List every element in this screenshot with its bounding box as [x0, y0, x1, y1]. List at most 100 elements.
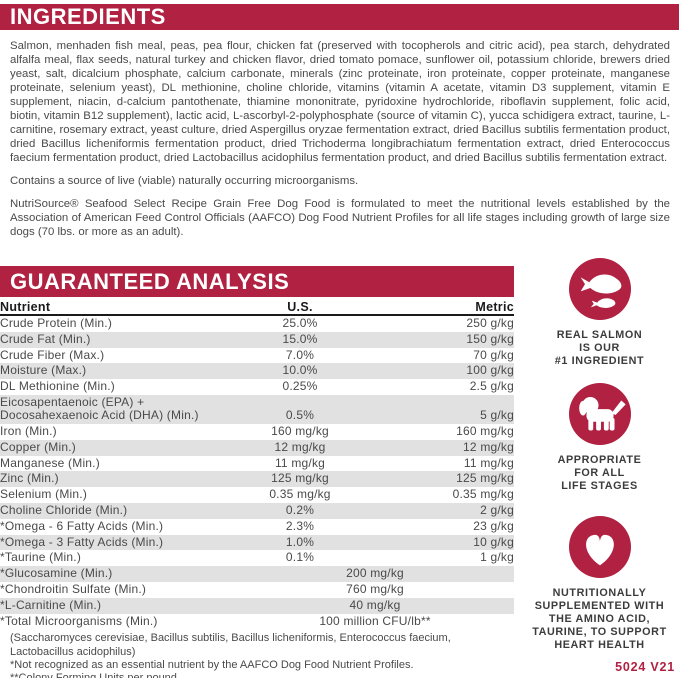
nutrient-name: *Chondroitin Sulfate (Min.) — [0, 581, 147, 596]
footnote-asterisk: *Not recognized as an essential nutrient… — [10, 658, 414, 671]
analysis-footnotes: (Saccharomyces cerevisiae, Bacillus subt… — [0, 632, 505, 678]
nutrient-name: Moisture (Max.) — [0, 363, 87, 378]
nutrient-name: Zinc (Min.) — [0, 471, 59, 486]
metric-value: 100 g/kg — [466, 363, 514, 378]
heart-health-badge: NUTRITIONALLY SUPPLEMENTED WITH THE AMIN… — [520, 516, 679, 652]
table-row: *Omega - 3 Fatty Acids (Min.) 1.0% 10 g/… — [0, 534, 514, 551]
guaranteed-analysis-title: GUARANTEED ANALYSIS — [10, 269, 290, 294]
table-row: Crude Protein (Min.) 25.0% 250 g/kg — [0, 315, 514, 332]
nutrient-name: Copper (Min.) — [0, 439, 76, 454]
us-value: 0.5% — [285, 408, 315, 423]
table-row: Zinc (Min.) 125 mg/kg 125 mg/kg — [0, 471, 514, 488]
column-header-nutrient: Nutrient — [0, 299, 236, 316]
metric-value: 2.5 g/kg — [469, 379, 514, 394]
nutrient-name: *Total Microorganisms (Min.) — [0, 613, 158, 628]
metric-value: 160 mg/kg — [456, 423, 514, 438]
nutrient-name: *Taurine (Min.) — [0, 550, 82, 565]
nutrient-name: *Glucosamine (Min.) — [0, 566, 113, 581]
ingredients-banner: INGREDIENTS — [0, 4, 679, 30]
table-row: *Omega - 6 Fatty Acids (Min.) 2.3% 23 g/… — [0, 519, 514, 535]
table-row: *L-Carnitine (Min.) 40 mg/kg — [0, 597, 514, 614]
table-row: Crude Fiber (Max.) 7.0% 70 g/kg — [0, 348, 514, 364]
us-value: 160 mg/kg — [271, 423, 329, 438]
nutrient-name: *Omega - 3 Fatty Acids (Min.) — [0, 534, 164, 549]
metric-value: 150 g/kg — [466, 331, 514, 346]
metric-value: 125 mg/kg — [456, 471, 514, 486]
nutrient-name: Eicosapentaenoic (EPA) + Docosahexaenoic… — [0, 394, 199, 423]
nutrient-name: Selenium (Min.) — [0, 487, 88, 502]
metric-value: 1 g/kg — [480, 550, 514, 565]
metric-value: 70 g/kg — [473, 347, 514, 362]
table-row: Copper (Min.) 12 mg/kg 12 mg/kg — [0, 439, 514, 456]
metric-value: 0.35 mg/kg — [452, 487, 514, 502]
aafco-statement: NutriSource® Seafood Select Recipe Grain… — [10, 198, 670, 238]
puppy-icon — [520, 383, 679, 445]
us-value: 10.0% — [282, 363, 318, 378]
product-code: 5024 V21 — [615, 660, 675, 674]
us-value: 0.1% — [285, 550, 315, 565]
nutrient-name: Manganese (Min.) — [0, 455, 100, 470]
combined-value: 200 mg/kg — [346, 566, 404, 581]
badge-label: REAL SALMON IS OUR #1 INGREDIENT — [554, 329, 645, 367]
table-row: Moisture (Max.) 10.0% 100 g/kg — [0, 363, 514, 380]
table-row: Manganese (Min.) 11 mg/kg 11 mg/kg — [0, 456, 514, 472]
metric-value: 10 g/kg — [473, 534, 514, 549]
table-row: Iron (Min.) 160 mg/kg 160 mg/kg — [0, 424, 514, 440]
metric-value: 12 mg/kg — [463, 439, 514, 454]
microorganisms-note: Contains a source of live (viable) natur… — [10, 175, 359, 187]
nutrient-name: DL Methionine (Min.) — [0, 379, 115, 394]
us-value: 11 mg/kg — [274, 455, 326, 470]
us-value: 1.0% — [285, 534, 315, 549]
nutrient-name: Crude Protein (Min.) — [0, 316, 113, 330]
metric-value: 250 g/kg — [466, 316, 514, 330]
us-value: 0.25% — [282, 379, 318, 394]
life-stages-badge: APPROPRIATE FOR ALL LIFE STAGES — [520, 383, 679, 493]
nutrient-name: *Omega - 6 Fatty Acids (Min.) — [0, 518, 164, 533]
badge-label: APPROPRIATE FOR ALL LIFE STAGES — [557, 454, 642, 492]
us-value: 0.35 mg/kg — [269, 487, 331, 502]
metric-value: 23 g/kg — [473, 518, 514, 533]
us-value: 7.0% — [285, 347, 315, 362]
nutrient-name: Choline Chloride (Min.) — [0, 502, 128, 517]
combined-value: 760 mg/kg — [346, 581, 404, 596]
table-row: DL Methionine (Min.) 0.25% 2.5 g/kg — [0, 379, 514, 395]
guaranteed-analysis-banner: GUARANTEED ANALYSIS — [0, 266, 514, 297]
us-value: 0.2% — [285, 502, 315, 517]
footnote-double-asterisk: **Colony Forming Units per pound — [10, 671, 177, 678]
column-header-us: U.S. — [236, 299, 364, 316]
combined-value: 40 mg/kg — [349, 597, 401, 612]
ingredients-title: INGREDIENTS — [10, 4, 166, 29]
nutrient-name: Iron (Min.) — [0, 423, 57, 438]
us-value: 12 mg/kg — [274, 439, 326, 454]
salmon-badge: REAL SALMON IS OUR #1 INGREDIENT — [520, 258, 679, 368]
us-value: 25.0% — [282, 316, 318, 330]
us-value: 15.0% — [282, 331, 318, 346]
badge-label: NUTRITIONALLY SUPPLEMENTED WITH THE AMIN… — [532, 587, 667, 651]
metric-value: 2 g/kg — [480, 502, 514, 517]
combined-value: 100 million CFU/lb** — [319, 613, 431, 628]
heart-icon — [520, 516, 679, 578]
table-row: Selenium (Min.) 0.35 mg/kg 0.35 mg/kg — [0, 487, 514, 503]
metric-value: 11 mg/kg — [463, 455, 514, 470]
table-row: *Chondroitin Sulfate (Min.) 760 mg/kg — [0, 582, 514, 598]
table-row: Choline Chloride (Min.) 0.2% 2 g/kg — [0, 502, 514, 519]
nutrient-name: *L-Carnitine (Min.) — [0, 597, 102, 612]
column-header-metric: Metric — [364, 299, 514, 316]
table-row: *Taurine (Min.) 0.1% 1 g/kg — [0, 550, 514, 566]
table-row: Eicosapentaenoic (EPA) + Docosahexaenoic… — [0, 394, 514, 424]
table-row: *Total Microorganisms (Min.) 100 million… — [0, 614, 514, 630]
table-row: *Glucosamine (Min.) 200 mg/kg — [0, 566, 514, 582]
guaranteed-analysis-section: GUARANTEED ANALYSIS Nutrient U.S. Metric… — [0, 266, 514, 678]
salmon-icon — [520, 258, 679, 320]
guaranteed-analysis-table: Nutrient U.S. Metric Crude Protein (Min.… — [0, 299, 514, 629]
us-value: 125 mg/kg — [271, 471, 329, 486]
benefit-badges-sidebar: REAL SALMON IS OUR #1 INGREDIENT — [520, 0, 679, 678]
table-header-row: Nutrient U.S. Metric — [0, 299, 514, 316]
nutrient-name: Crude Fiber (Max.) — [0, 347, 105, 362]
ingredients-list: Salmon, menhaden fish meal, peas, pea fl… — [10, 40, 670, 164]
metric-value: 5 g/kg — [480, 408, 514, 423]
ingredients-section: Salmon, menhaden fish meal, peas, pea fl… — [10, 39, 670, 248]
us-value: 2.3% — [285, 518, 315, 533]
nutrient-name: Crude Fat (Min.) — [0, 331, 91, 346]
